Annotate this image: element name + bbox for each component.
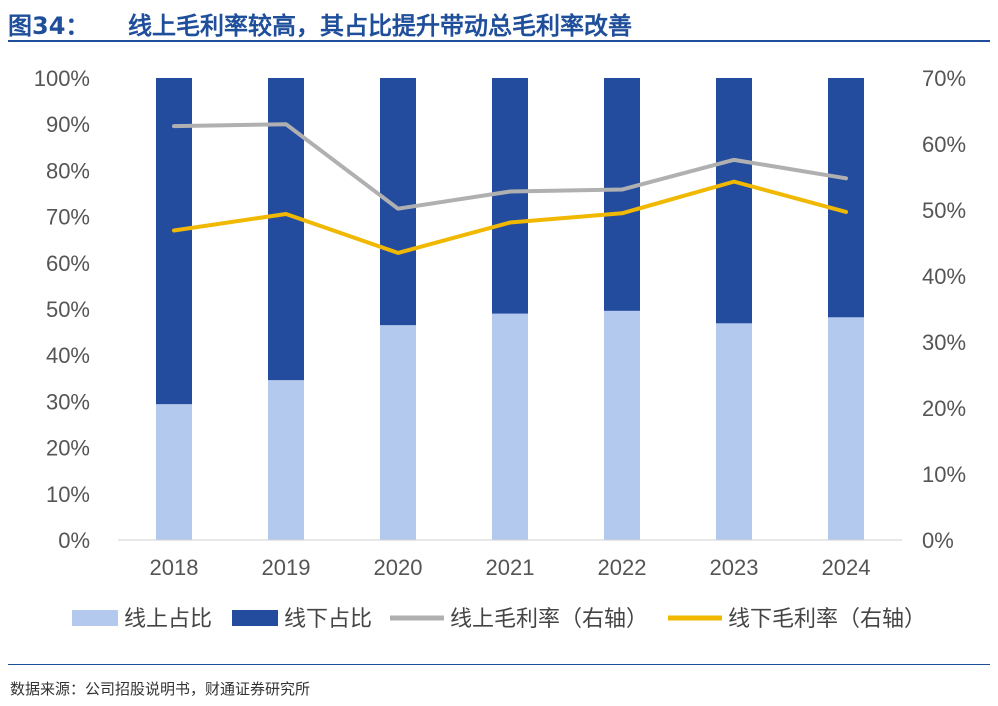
figure-header: 图34： 线上毛利率较高，其占比提升带动总毛利率改善	[8, 4, 990, 40]
right-axis: 0% 10% 20% 30% 40% 50% 60% 70%	[922, 66, 966, 553]
left-tick-label: 100%	[34, 66, 90, 91]
bar-series	[156, 78, 864, 540]
right-tick-label: 0%	[922, 528, 954, 553]
right-tick-label: 60%	[922, 132, 966, 157]
bar-offline-share	[828, 78, 864, 318]
source-note: 数据来源：公司招股说明书，财通证券研究所	[10, 680, 311, 698]
left-tick-label: 0%	[58, 528, 90, 553]
bar-online-share	[828, 317, 864, 540]
bar-offline-share	[716, 78, 752, 324]
left-tick-label: 10%	[46, 482, 90, 507]
right-tick-label: 50%	[922, 198, 966, 223]
bar-online-share	[268, 380, 304, 540]
legend-label: 线上占比	[124, 606, 212, 631]
right-tick-label: 40%	[922, 264, 966, 289]
left-axis: 0% 10% 20% 30% 40% 50% 60% 70% 80% 90% 100%	[34, 66, 90, 553]
x-tick-label: 2020	[374, 555, 423, 580]
bar-online-share	[380, 325, 416, 540]
legend-label: 线上毛利率（右轴）	[450, 606, 648, 631]
right-tick-label: 30%	[922, 330, 966, 355]
left-tick-label: 60%	[46, 251, 90, 276]
chart-title: 线上毛利率较高，其占比提升带动总毛利率改善	[128, 12, 632, 40]
x-tick-label: 2023	[710, 555, 759, 580]
chart-area: 0% 10% 20% 30% 40% 50% 60% 70% 80% 90% 100% 0% 10% 2…	[34, 66, 966, 631]
left-tick-label: 50%	[46, 297, 90, 322]
left-tick-label: 70%	[46, 205, 90, 230]
bar-offline-share	[604, 78, 640, 311]
legend-label: 线下毛利率（右轴）	[728, 606, 926, 631]
legend-online-share: 线上占比	[72, 606, 212, 631]
bar-online-share	[604, 310, 640, 540]
bar-online-share	[716, 323, 752, 540]
legend-swatch	[72, 610, 118, 626]
right-tick-label: 10%	[922, 462, 966, 487]
figure-label: 图34：	[8, 12, 90, 40]
left-tick-label: 80%	[46, 158, 90, 183]
left-tick-label: 90%	[46, 112, 90, 137]
legend-offline-margin: 线下毛利率（右轴）	[668, 606, 926, 631]
line-online-margin	[172, 122, 848, 211]
x-tick-label: 2021	[486, 555, 535, 580]
x-tick-label: 2022	[598, 555, 647, 580]
bar-offline-share	[156, 78, 192, 405]
right-tick-label: 20%	[922, 396, 966, 421]
bar-online-share	[156, 404, 192, 540]
legend: 线上占比 线下占比 线上毛利率（右轴） 线下毛利率（右轴）	[72, 606, 926, 631]
line-offline-margin	[172, 179, 848, 255]
x-tick-label: 2024	[822, 555, 871, 580]
x-tick-label: 2018	[150, 555, 199, 580]
bar-offline-share	[492, 78, 528, 314]
line-series	[172, 122, 848, 255]
footer-rule	[8, 664, 990, 665]
header-rule	[8, 40, 990, 42]
legend-online-margin: 线上毛利率（右轴）	[390, 606, 648, 631]
bar-online-share	[492, 313, 528, 540]
left-tick-label: 30%	[46, 389, 90, 414]
x-axis: 2018 2019 2020 2021 2022 2023 2024	[150, 555, 871, 580]
x-tick-label: 2019	[262, 555, 311, 580]
legend-swatch	[232, 610, 278, 626]
left-tick-label: 40%	[46, 343, 90, 368]
right-tick-label: 70%	[922, 66, 966, 91]
bar-offline-share	[268, 78, 304, 381]
legend-offline-share: 线下占比	[232, 606, 372, 631]
left-tick-label: 20%	[46, 436, 90, 461]
legend-label: 线下占比	[284, 606, 372, 631]
